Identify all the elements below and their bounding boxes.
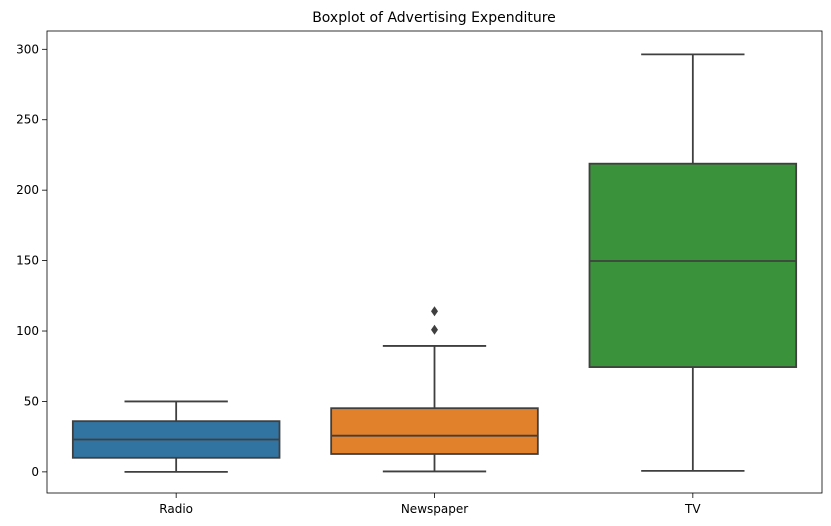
x-tick-label-tv: TV bbox=[684, 502, 701, 516]
x-tick-label-radio: Radio bbox=[159, 502, 193, 516]
box-group-newspaper bbox=[330, 306, 539, 473]
y-tick-label-250: 250 bbox=[16, 113, 39, 127]
x-tick-label-newspaper: Newspaper bbox=[401, 502, 468, 516]
boxes-layer bbox=[71, 53, 798, 473]
box-tv bbox=[588, 162, 798, 368]
y-tick-label-200: 200 bbox=[16, 183, 39, 197]
y-tick-label-300: 300 bbox=[16, 42, 39, 56]
outlier-newspaper-0 bbox=[431, 324, 438, 335]
y-tick-label-100: 100 bbox=[16, 324, 39, 338]
y-tick-label-0: 0 bbox=[31, 465, 39, 479]
outlier-newspaper-1 bbox=[431, 306, 438, 317]
y-tick-label-50: 50 bbox=[24, 394, 39, 408]
y-tick-label-150: 150 bbox=[16, 254, 39, 268]
axes-layer: 0 50 100 150 200 250 300 Radio Newspaper TV bbox=[16, 30, 823, 516]
chart-title: Boxplot of Advertising Expenditure bbox=[312, 10, 556, 26]
box-group-radio bbox=[71, 400, 281, 473]
box-group-tv bbox=[588, 53, 798, 472]
box-newspaper bbox=[330, 407, 539, 455]
